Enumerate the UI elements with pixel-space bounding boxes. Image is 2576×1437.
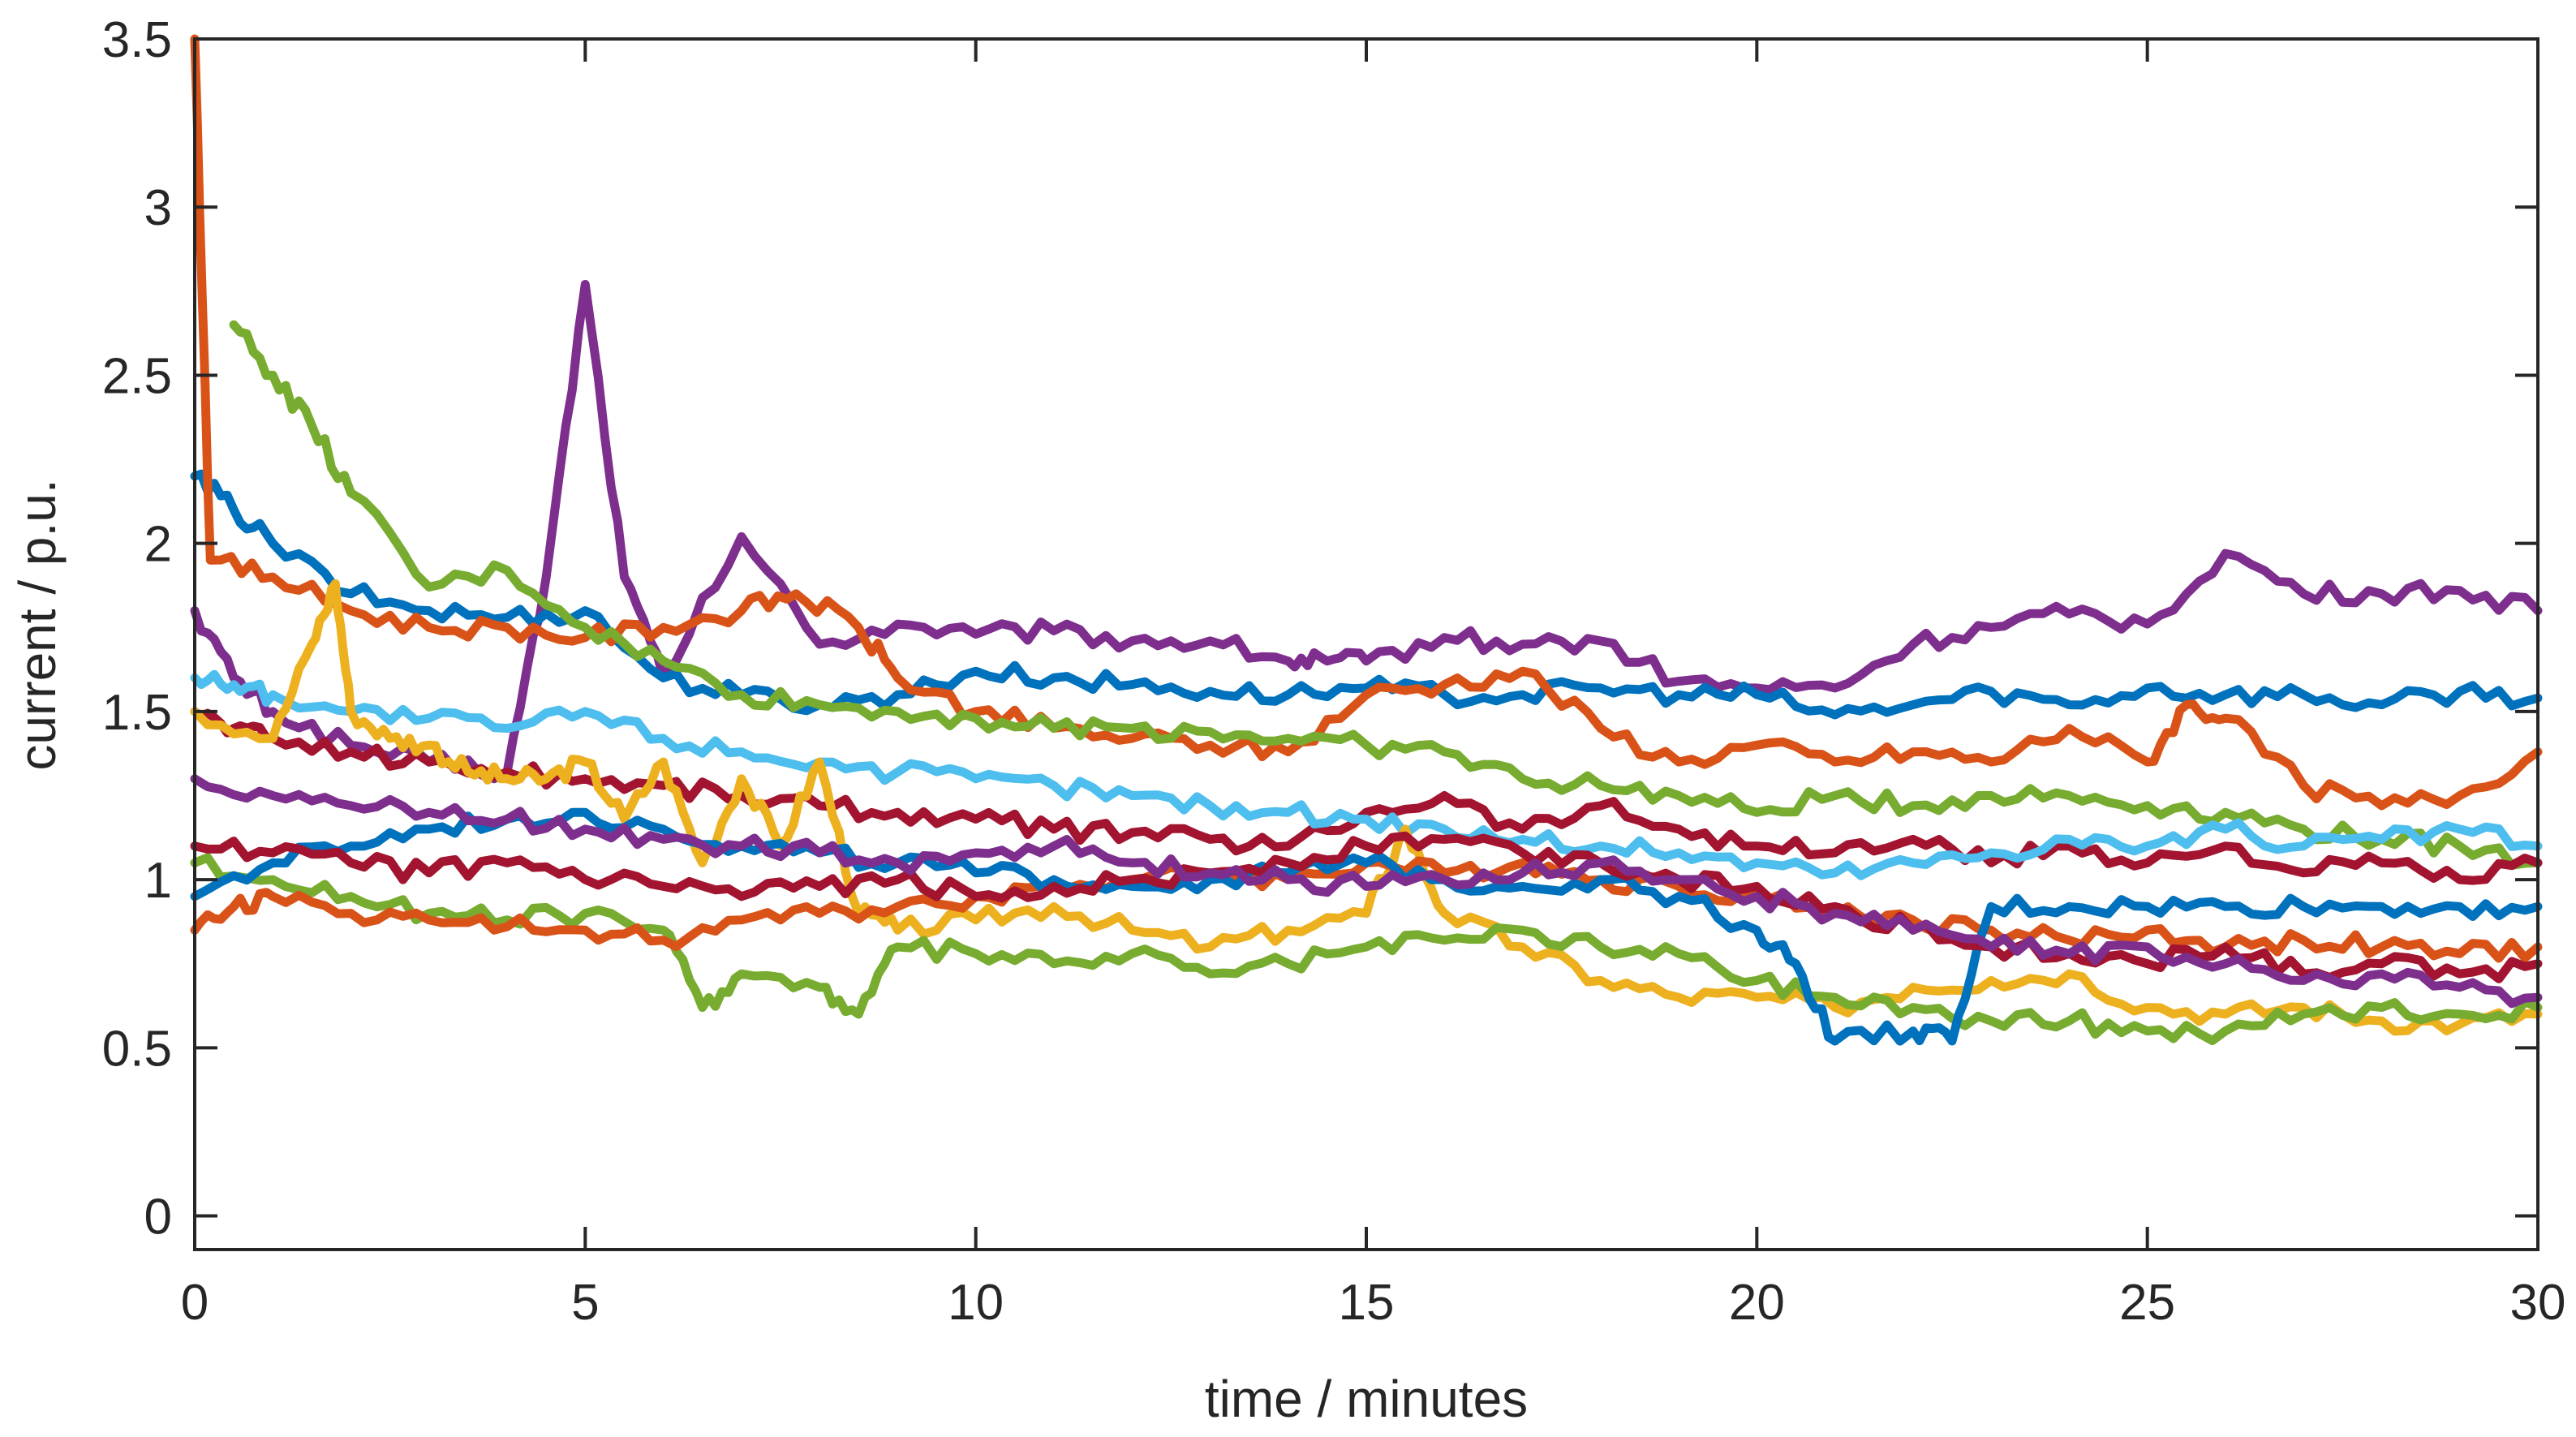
series-line-2 xyxy=(190,469,2543,720)
y-tick-label: 2 xyxy=(144,517,172,573)
y-tick-label: 1 xyxy=(144,853,172,909)
series-line-12 xyxy=(190,774,2543,1009)
y-tick-label: 0.5 xyxy=(102,1021,172,1077)
x-tick-label: 0 xyxy=(181,1275,209,1331)
x-tick-label: 30 xyxy=(2510,1275,2566,1331)
x-tick-label: 10 xyxy=(948,1275,1004,1331)
x-tick-label: 20 xyxy=(1729,1275,1785,1331)
x-tick-label: 15 xyxy=(1339,1275,1395,1331)
series-line-3 xyxy=(190,34,2543,811)
y-tick-label: 0 xyxy=(144,1190,172,1246)
x-tick-label: 5 xyxy=(571,1275,599,1331)
x-axis-label: time / minutes xyxy=(1205,1370,1528,1428)
series-line-11 xyxy=(190,831,2543,983)
series-line-6 xyxy=(190,669,2543,880)
y-axis-label: current / p.u. xyxy=(8,479,67,770)
ticks-layer: 0 5 10 15 20 25 30 0 0.5 1 1.5 2 2.5 3 3.5 xyxy=(102,12,2566,1331)
series-line-7 xyxy=(190,579,2543,1036)
y-tick-label: 1.5 xyxy=(102,685,172,741)
series-line-1 xyxy=(190,280,2543,784)
y-tick-label: 2.5 xyxy=(102,348,172,404)
y-tick-label: 3.5 xyxy=(102,12,172,68)
series-line-4 xyxy=(229,320,2543,870)
x-tick-label: 25 xyxy=(2119,1275,2175,1331)
series-layer xyxy=(190,34,2543,1046)
series-line-8 xyxy=(190,853,2543,1045)
y-tick-label: 3 xyxy=(144,180,172,236)
